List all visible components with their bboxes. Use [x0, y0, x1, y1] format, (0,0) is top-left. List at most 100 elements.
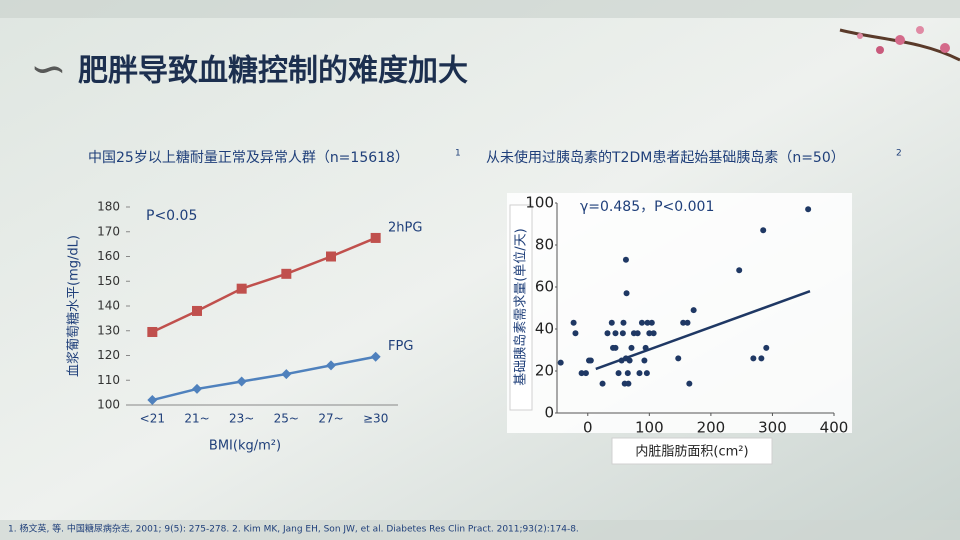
point — [758, 355, 765, 362]
marker — [236, 283, 247, 294]
point — [626, 357, 633, 364]
point — [622, 256, 629, 263]
point — [646, 330, 653, 337]
point — [615, 370, 622, 377]
x-tick-label: 300 — [758, 419, 787, 437]
point — [624, 370, 631, 377]
point — [570, 319, 577, 326]
marker — [192, 383, 202, 394]
y-tick-label: 100 — [97, 398, 120, 412]
brush-decoration: ∽ — [30, 44, 67, 95]
point — [648, 319, 655, 326]
point — [750, 355, 757, 362]
marker — [281, 268, 292, 279]
annotation: P<0.05 — [146, 208, 197, 224]
point — [684, 319, 691, 326]
point — [643, 370, 650, 377]
y-tick-label: 120 — [97, 348, 120, 362]
point — [686, 380, 693, 387]
point — [760, 227, 767, 234]
chart-heading-note: 2 — [896, 149, 902, 159]
series-label: FPG — [388, 339, 413, 354]
x-tick-label: 25~ — [274, 412, 299, 426]
marker — [147, 326, 158, 337]
y-tick-label: 80 — [535, 236, 554, 254]
point — [578, 370, 585, 377]
y-tick-label: 60 — [535, 278, 554, 296]
y-tick-label: 0 — [544, 404, 554, 422]
series-line — [152, 355, 376, 402]
x-axis-label: BMI(kg/m²) — [209, 439, 281, 454]
point — [636, 370, 643, 377]
x-tick-label: <21 — [140, 412, 165, 426]
point — [572, 330, 579, 337]
y-axis-label: 基础胰岛素需求量(单位/天) — [513, 228, 529, 386]
x-tick-label: 400 — [820, 419, 849, 437]
x-tick-label: 27~ — [318, 412, 343, 426]
point — [612, 330, 619, 337]
marker — [326, 251, 336, 262]
point — [641, 357, 648, 364]
point — [619, 330, 626, 337]
chart-heading-note: 1 — [455, 149, 461, 159]
x-tick-label: ≥30 — [363, 412, 388, 426]
x-tick-label: 100 — [635, 419, 664, 437]
y-tick-label: 130 — [97, 323, 120, 337]
point — [650, 330, 657, 337]
y-tick-label: 110 — [97, 373, 120, 387]
point — [638, 319, 645, 326]
point — [625, 380, 632, 387]
plot-background — [507, 193, 852, 433]
y-tick-label: 100 — [525, 194, 554, 212]
marker — [236, 376, 247, 387]
point — [620, 319, 627, 326]
point — [582, 370, 589, 377]
chart-heading: 中国25岁以上糖耐量正常及异常人群（n=15618） — [88, 150, 409, 166]
series-line — [151, 236, 377, 334]
bottom-band — [0, 520, 960, 540]
point — [612, 344, 619, 351]
y-tick-label: 20 — [535, 362, 554, 380]
marker — [281, 369, 292, 380]
top-band — [0, 0, 960, 18]
x-axis-label: 内脏脂肪面积(cm²) — [635, 444, 748, 460]
point — [675, 355, 682, 362]
x-label-box — [611, 437, 773, 465]
point — [736, 267, 743, 274]
chart-heading: 从未使用过胰岛素的T2DM患者起始基础胰岛素（n=50） — [486, 149, 845, 166]
x-tick-label: 200 — [697, 419, 726, 437]
point — [587, 357, 594, 364]
footnote: 1. 杨文英, 等. 中国糖尿病杂志, 2001; 9(5): 275-278.… — [8, 523, 579, 535]
point — [634, 330, 641, 337]
y-tick-label: 160 — [97, 249, 120, 263]
point — [690, 307, 697, 314]
slide-title: 肥胖导致血糖控制的难度加大 — [78, 54, 468, 89]
point — [604, 330, 611, 337]
marker — [326, 360, 336, 371]
blossom — [839, 26, 960, 62]
point — [805, 206, 812, 213]
y-tick-label: 150 — [97, 274, 120, 288]
y-tick-label: 180 — [97, 200, 120, 214]
y-tick-label: 40 — [535, 320, 554, 338]
marker — [192, 305, 202, 316]
point — [557, 359, 564, 366]
trend-line — [595, 290, 811, 371]
point — [628, 344, 635, 351]
x-tick-label: 0 — [583, 419, 593, 437]
annotation: γ=0.485，P<0.001 — [580, 199, 714, 215]
x-tick-label: 23~ — [229, 412, 254, 426]
y-tick-label: 170 — [97, 224, 120, 238]
marker — [370, 351, 381, 362]
y-tick-label: 140 — [97, 299, 120, 313]
y-label-box — [509, 204, 533, 411]
marker — [147, 395, 158, 406]
marker — [370, 232, 381, 243]
x-tick-label: 21~ — [184, 412, 209, 426]
point — [599, 380, 606, 387]
point — [763, 344, 770, 351]
y-axis-label: 血浆葡萄糖水平(mg/dL) — [66, 235, 82, 377]
point — [680, 319, 687, 326]
point — [644, 319, 651, 326]
